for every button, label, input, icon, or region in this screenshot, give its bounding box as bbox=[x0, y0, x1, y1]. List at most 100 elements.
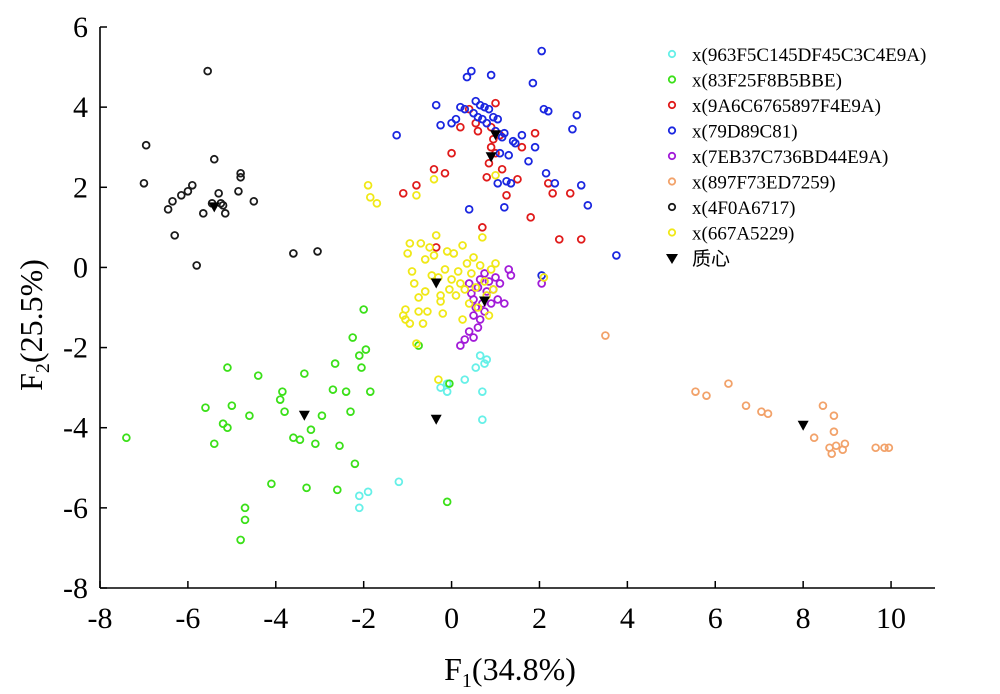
data-point bbox=[436, 297, 445, 306]
data-point bbox=[429, 164, 439, 174]
data-point bbox=[429, 174, 439, 184]
legend-marker bbox=[667, 100, 677, 110]
legend-item: x(963F5C145DF45C3C4E9A) bbox=[667, 45, 926, 66]
data-point bbox=[460, 104, 470, 114]
x-axis-title: F1(34.8%) bbox=[444, 651, 576, 692]
data-point bbox=[475, 315, 485, 324]
centroid-point bbox=[490, 130, 502, 141]
data-point bbox=[491, 273, 500, 282]
data-point bbox=[471, 283, 481, 292]
data-point bbox=[407, 267, 417, 276]
legend-marker bbox=[667, 49, 677, 59]
centroid-point bbox=[485, 152, 497, 163]
data-point bbox=[328, 385, 338, 394]
legend-label: 质心 bbox=[692, 248, 730, 270]
data-point bbox=[203, 66, 212, 76]
data-point bbox=[240, 515, 250, 525]
data-point bbox=[363, 180, 373, 190]
data-point bbox=[236, 168, 245, 178]
y-tick-label: 4 bbox=[73, 91, 88, 124]
centroid-point bbox=[479, 296, 491, 307]
data-point bbox=[412, 191, 421, 200]
data-point bbox=[464, 205, 474, 214]
x-tick-label: -2 bbox=[351, 602, 376, 635]
data-point bbox=[486, 299, 496, 308]
data-point bbox=[170, 231, 180, 240]
y-axis-title-sub: 2 bbox=[32, 363, 54, 373]
legend-marker bbox=[667, 202, 677, 212]
centroid-point bbox=[430, 414, 442, 425]
data-point bbox=[423, 307, 432, 316]
series-group bbox=[363, 170, 549, 384]
data-point bbox=[412, 339, 421, 348]
data-point bbox=[289, 249, 298, 258]
data-point bbox=[484, 104, 494, 114]
data-point bbox=[218, 201, 228, 210]
data-point bbox=[456, 341, 465, 350]
data-point bbox=[460, 285, 470, 294]
data-point bbox=[412, 180, 421, 190]
axes bbox=[99, 27, 935, 589]
y-axis-title: F2(25.5%) bbox=[13, 259, 54, 391]
data-point bbox=[517, 130, 527, 140]
y-tick-label: 6 bbox=[73, 11, 88, 44]
centroid-point bbox=[208, 202, 220, 213]
legend-marker bbox=[667, 228, 677, 237]
data-point bbox=[139, 178, 149, 188]
legend-marker bbox=[667, 75, 677, 84]
x-axis-title-tail: (34.8%) bbox=[472, 651, 576, 687]
data-point bbox=[482, 172, 492, 182]
x-tick-label: 2 bbox=[532, 602, 547, 635]
data-point bbox=[486, 70, 496, 80]
data-point bbox=[489, 112, 498, 122]
data-point bbox=[880, 443, 889, 453]
data-point bbox=[306, 425, 316, 435]
data-point bbox=[601, 331, 610, 340]
data-point bbox=[484, 277, 494, 286]
legend-marker bbox=[667, 177, 677, 186]
data-point bbox=[484, 158, 494, 168]
data-point bbox=[414, 293, 423, 302]
data-point bbox=[497, 164, 507, 174]
data-point bbox=[447, 148, 456, 158]
data-point bbox=[442, 497, 452, 507]
data-point bbox=[827, 449, 837, 459]
data-point bbox=[278, 387, 287, 396]
data-point bbox=[405, 319, 415, 328]
data-point bbox=[478, 387, 487, 396]
series-group bbox=[139, 66, 322, 270]
x-tick-label: 0 bbox=[444, 602, 459, 635]
legend-label: x(963F5C145DF45C3C4E9A) bbox=[692, 45, 926, 66]
legend-item: x(9A6C6765897F4E9A) bbox=[667, 96, 881, 117]
data-point bbox=[504, 150, 514, 160]
data-point bbox=[478, 223, 487, 232]
data-point bbox=[480, 269, 489, 278]
legend-marker bbox=[666, 254, 678, 264]
data-point bbox=[840, 439, 850, 449]
data-point bbox=[245, 411, 254, 420]
data-point bbox=[183, 186, 193, 196]
data-point bbox=[398, 188, 408, 198]
legend-label: x(4F0A6717) bbox=[692, 198, 795, 219]
data-point bbox=[460, 375, 470, 384]
data-point bbox=[491, 259, 500, 268]
legend-marker bbox=[667, 126, 677, 135]
data-point bbox=[214, 188, 223, 198]
x-axis-title-sub: 1 bbox=[462, 670, 472, 692]
data-point bbox=[236, 172, 245, 182]
x-tick-label: 8 bbox=[796, 602, 811, 635]
data-point bbox=[506, 178, 516, 188]
data-point bbox=[280, 407, 289, 416]
data-point bbox=[429, 251, 439, 260]
x-axis-title-main: F bbox=[444, 651, 462, 687]
x-tick-label: 4 bbox=[620, 602, 635, 635]
data-point bbox=[311, 439, 320, 449]
y-tick-label: 2 bbox=[73, 171, 88, 204]
data-points bbox=[122, 46, 894, 545]
data-point bbox=[449, 249, 459, 258]
data-point bbox=[192, 261, 201, 270]
data-point bbox=[464, 279, 474, 288]
data-point bbox=[517, 142, 527, 152]
data-point bbox=[236, 535, 245, 545]
data-point bbox=[456, 122, 465, 132]
